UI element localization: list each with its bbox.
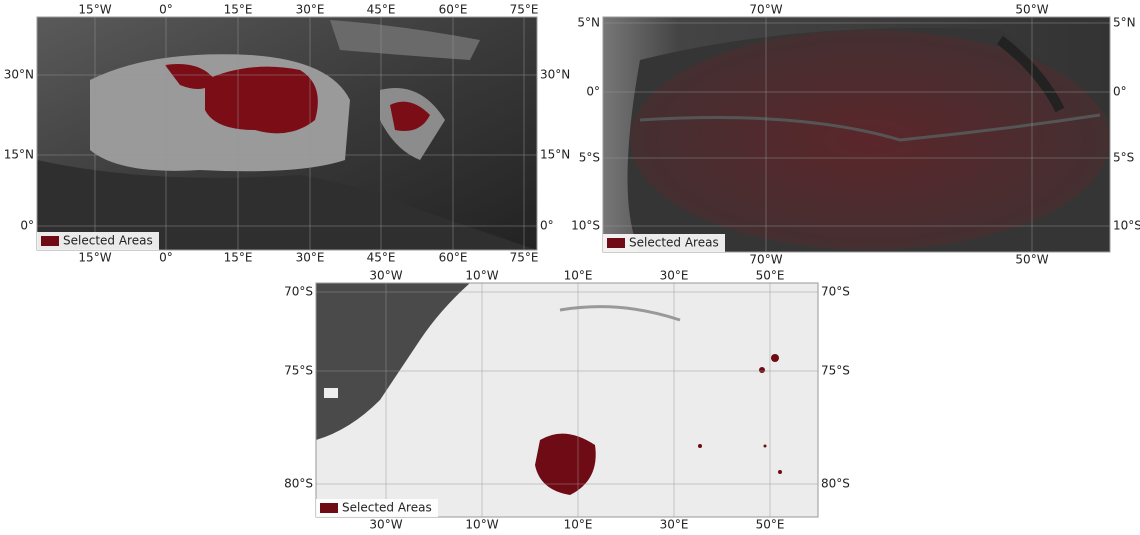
lat-label: 0° xyxy=(1113,85,1127,99)
lon-label: 10°E xyxy=(564,269,593,283)
lon-label: 75°E xyxy=(510,251,539,265)
lon-label: 50°W xyxy=(1015,3,1048,17)
map-amazon xyxy=(603,17,1110,252)
lon-label: 15°E xyxy=(224,3,253,17)
lon-label: 50°E xyxy=(756,269,785,283)
lon-label: 60°E xyxy=(439,251,468,265)
lat-label: 0° xyxy=(586,85,600,99)
lon-label: 60°E xyxy=(439,3,468,17)
lon-label: 45°E xyxy=(367,3,396,17)
map-antarctica xyxy=(316,283,818,517)
lat-label: 15°N xyxy=(540,148,570,162)
legend-swatch xyxy=(41,236,59,246)
lon-label: 10°W xyxy=(465,269,498,283)
legend-label: Selected Areas xyxy=(63,234,153,248)
lat-label: 5°N xyxy=(1113,16,1136,30)
lon-label: 70°W xyxy=(749,253,782,267)
lat-label: 75°S xyxy=(284,364,313,378)
lat-label: 10°S xyxy=(571,219,600,233)
lon-label: 30°E xyxy=(660,518,689,532)
lat-label: 75°S xyxy=(821,364,850,378)
lon-label: 0° xyxy=(159,3,173,17)
lat-label: 10°S xyxy=(1113,219,1140,233)
legend-label: Selected Areas xyxy=(342,501,432,515)
lat-label: 80°S xyxy=(284,477,313,491)
lat-label: 5°S xyxy=(1113,151,1134,165)
lat-label: 80°S xyxy=(821,477,850,491)
lon-label: 50°W xyxy=(1015,253,1048,267)
lon-label: 15°W xyxy=(78,251,111,265)
lon-label: 0° xyxy=(159,251,173,265)
lat-label: 70°S xyxy=(821,285,850,299)
legend-label: Selected Areas xyxy=(629,236,719,250)
lon-label: 75°E xyxy=(510,3,539,17)
lon-label: 10°E xyxy=(564,518,593,532)
map-africa xyxy=(37,17,537,250)
lon-label: 30°E xyxy=(660,269,689,283)
lon-label: 30°W xyxy=(369,269,402,283)
legend-swatch xyxy=(320,503,338,513)
lon-label: 15°E xyxy=(224,251,253,265)
lat-label: 30°N xyxy=(4,68,34,82)
lon-label: 15°W xyxy=(78,3,111,17)
legend-swatch xyxy=(607,238,625,248)
lat-label: 0° xyxy=(20,219,34,233)
lat-label: 30°N xyxy=(540,68,570,82)
lat-label: 70°S xyxy=(284,285,313,299)
lon-label: 45°E xyxy=(367,251,396,265)
lat-label: 5°N xyxy=(577,16,600,30)
lat-label: 0° xyxy=(540,219,554,233)
lon-label: 50°E xyxy=(756,518,785,532)
lon-label: 10°W xyxy=(465,518,498,532)
figure: 15°W 0° 15°E 30°E 45°E 60°E 75°E 15°W 0° 15°E 30°E… xyxy=(0,0,1140,535)
lon-label: 30°E xyxy=(296,3,325,17)
lon-label: 30°E xyxy=(296,251,325,265)
lon-label: 30°W xyxy=(369,518,402,532)
lat-label: 15°N xyxy=(4,148,34,162)
lon-label: 70°W xyxy=(749,3,782,17)
lat-label: 5°S xyxy=(579,151,600,165)
